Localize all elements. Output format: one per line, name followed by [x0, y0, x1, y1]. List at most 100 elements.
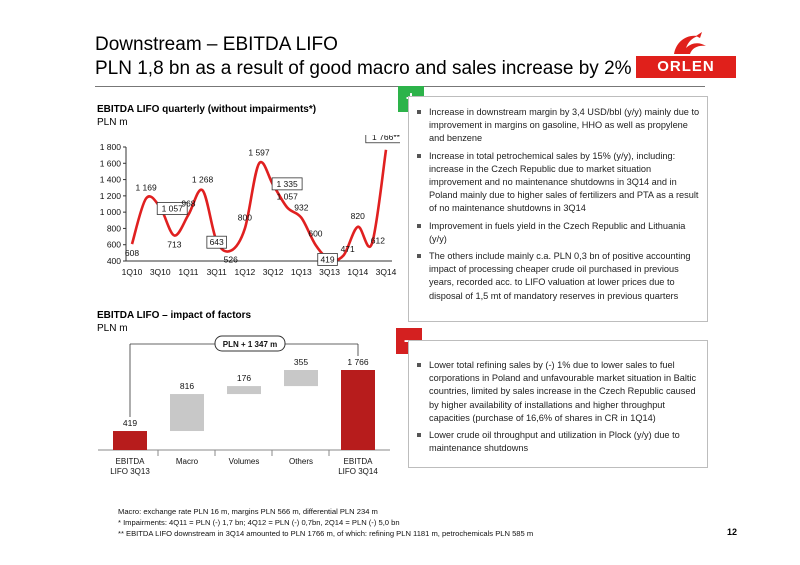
bar-value-label: 1 766 — [347, 357, 369, 367]
annotation-label: PLN + 1 347 m — [223, 340, 277, 349]
y-tick-label: 800 — [107, 223, 121, 233]
data-label: 1 057 — [277, 192, 299, 202]
data-label: 1 268 — [192, 174, 214, 184]
category-label: EBITDA — [116, 457, 146, 466]
data-label: 1 597 — [248, 148, 270, 158]
annotation-box — [214, 335, 286, 352]
data-label: 1 169 — [135, 182, 157, 192]
data-label-box — [271, 177, 303, 191]
negatives-panel: Lower total refining sales by (-) 1% due… — [408, 340, 708, 468]
category-label: Others — [289, 457, 313, 466]
category-label: LIFO 3Q14 — [338, 467, 378, 476]
data-label: 820 — [351, 211, 365, 221]
positive-item-text: Increase in downstream margin by 3,4 USD… — [429, 107, 700, 144]
x-tick-label: 3Q12 — [263, 267, 284, 277]
x-tick-label: 1Q10 — [122, 267, 143, 277]
category-label: LIFO 3Q13 — [110, 467, 150, 476]
negatives-list: Lower total refining sales by (-) 1% due… — [415, 359, 701, 455]
y-tick-label: 600 — [107, 240, 121, 250]
data-label-box — [365, 135, 400, 144]
y-tick-label: 1 800 — [100, 142, 122, 152]
data-label: 713 — [167, 240, 181, 250]
x-tick-label: 1Q13 — [291, 267, 312, 277]
bullet-icon — [417, 363, 421, 367]
x-tick-label: 3Q10 — [150, 267, 171, 277]
bar-value-label: 419 — [123, 418, 137, 428]
x-tick-label: 3Q11 — [207, 267, 227, 277]
negative-item: Lower crude oil throughput and utilizati… — [415, 429, 701, 455]
waterfall-bar — [113, 431, 147, 450]
data-label: 471 — [341, 244, 355, 254]
footnote-ebitda: ** EBITDA LIFO downstream in 3Q14 amount… — [118, 529, 534, 538]
negative-item: Lower total refining sales by (-) 1% due… — [415, 359, 701, 425]
footnote-macro: Macro: exchange rate PLN 16 m, margins P… — [118, 507, 378, 516]
waterfall-bar — [227, 386, 261, 395]
negative-item-text: Lower crude oil throughput and utilizati… — [429, 430, 680, 454]
positives-list: Increase in downstream margin by 3,4 USD… — [415, 106, 701, 303]
negative-item-text: Lower total refining sales by (-) 1% due… — [429, 360, 697, 423]
bar-value-label: 816 — [180, 381, 194, 391]
data-label: 932 — [294, 203, 308, 213]
x-tick-label: 1Q14 — [347, 267, 368, 277]
y-tick-label: 1 600 — [100, 158, 122, 168]
waterfall-bar — [170, 394, 204, 432]
data-label: 600 — [308, 229, 322, 239]
x-tick-label: 3Q14 — [376, 267, 397, 277]
positives-panel: Increase in downstream margin by 3,4 USD… — [408, 96, 708, 322]
bullet-icon — [417, 254, 421, 259]
data-label: 612 — [371, 236, 385, 246]
y-tick-label: 1 000 — [100, 207, 122, 217]
slide-title-line1: Downstream – EBITDA LIFO — [95, 34, 338, 55]
orlen-logo: ORLEN — [636, 30, 736, 80]
x-tick-label: 1Q12 — [234, 267, 255, 277]
bar-value-label: 355 — [294, 357, 308, 367]
logo-wordmark: ORLEN — [636, 56, 736, 78]
bullet-icon — [417, 110, 421, 114]
waterfall-bar — [341, 370, 375, 450]
slide-title: Downstream – EBITDA LIFO PLN 1,8 bn as a… — [95, 33, 632, 81]
eagle-icon — [674, 32, 706, 54]
positive-item: Increase in downstream margin by 3,4 USD… — [415, 106, 701, 146]
y-tick-label: 400 — [107, 256, 121, 266]
page-number: 12 — [727, 527, 738, 537]
data-label: 800 — [238, 212, 252, 222]
category-label: Volumes — [229, 457, 260, 466]
footnotes: Macro: exchange rate PLN 16 m, margins P… — [118, 506, 533, 539]
category-label: EBITDA — [344, 457, 374, 466]
data-label: 643 — [210, 237, 224, 247]
positive-item: Improvement in fuels yield in the Czech … — [415, 220, 701, 246]
line-chart: 400 600 800 1 000 1 200 1 400 1 600 1 800 1Q10 3Q… — [100, 135, 400, 277]
data-label: 1 766** — [372, 135, 400, 142]
line-chart-unit: PLN m — [97, 117, 128, 128]
positive-item-text: Increase in total petrochemical sales by… — [429, 150, 699, 214]
data-label: 1 057 — [162, 204, 184, 214]
bullet-icon — [417, 223, 421, 228]
y-tick-label: 1 400 — [100, 175, 122, 185]
waterfall-chart-title: EBITDA LIFO – impact of factors — [97, 310, 252, 321]
data-label-box — [317, 253, 338, 266]
waterfall-chart-unit: PLN m — [97, 323, 128, 334]
data-label-box — [206, 235, 227, 249]
positive-item-text: Improvement in fuels yield in the Czech … — [429, 220, 686, 244]
data-label-box — [156, 202, 188, 215]
line-chart-title: EBITDA LIFO quarterly (without impairmen… — [97, 104, 317, 115]
waterfall-bar — [284, 370, 318, 387]
positive-item: The others include mainly c.a. PLN 0,3 b… — [415, 250, 701, 303]
positive-item: Increase in total petrochemical sales by… — [415, 150, 701, 216]
data-label: 608 — [125, 248, 139, 258]
data-label: 1 335 — [276, 179, 298, 189]
x-tick-label: 3Q13 — [319, 267, 340, 277]
positive-item-text: The others include mainly c.a. PLN 0,3 b… — [429, 251, 691, 301]
category-label: Macro — [176, 457, 199, 466]
slide-title-line2: PLN 1,8 bn as a result of good macro and… — [95, 58, 632, 79]
data-label: 526 — [224, 255, 238, 265]
series-line — [130, 149, 388, 262]
data-label: 419 — [320, 254, 334, 264]
x-tick-label: 1Q11 — [178, 267, 198, 277]
data-label: 968 — [181, 199, 195, 209]
bullet-icon — [417, 433, 421, 438]
y-tick-label: 1 200 — [100, 191, 122, 201]
bar-value-label: 176 — [237, 373, 251, 383]
bullet-icon — [417, 153, 421, 158]
